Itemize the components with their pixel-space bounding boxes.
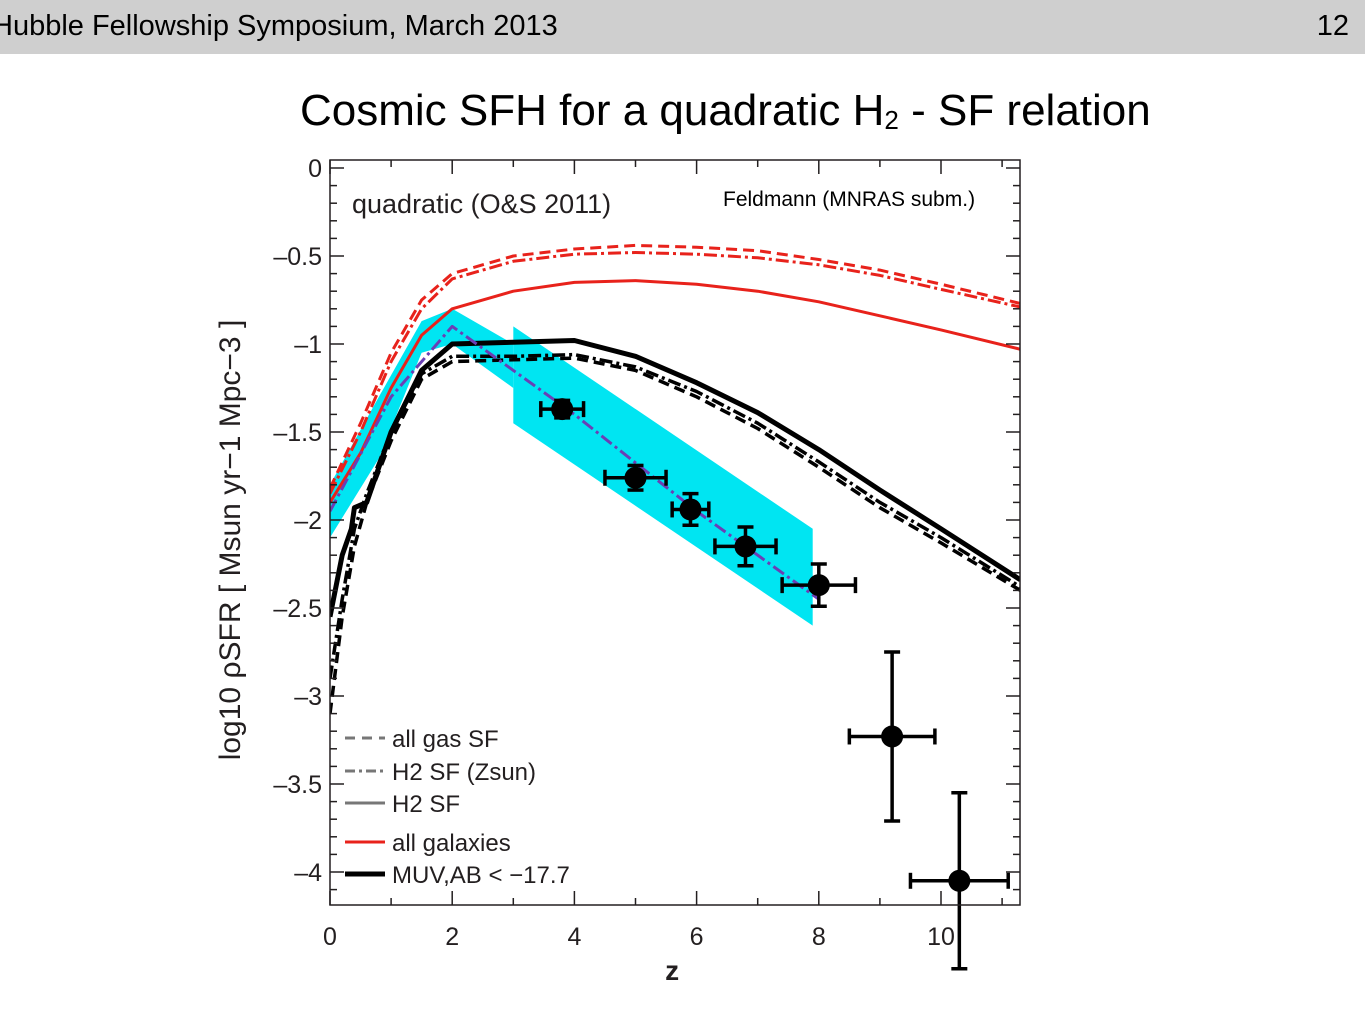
series-line-5 xyxy=(330,338,1020,618)
header-title: Hubble Fellowship Symposium, March 2013 xyxy=(0,10,558,42)
series-line-1 xyxy=(330,251,1020,495)
x-tick-label: 2 xyxy=(445,923,459,951)
data-point-marker-0 xyxy=(551,398,574,421)
panel-label: quadratic (O&S 2011) xyxy=(352,189,611,219)
y-tick-label: –1 xyxy=(294,331,322,359)
legend-label-2: H2 SF xyxy=(392,791,460,818)
slide-title-rest: - SF relation xyxy=(898,86,1151,135)
data-point-marker-6 xyxy=(948,869,971,892)
y-tick-label: –3 xyxy=(294,683,322,711)
data-point-marker-4 xyxy=(807,574,830,597)
data-point-marker-1 xyxy=(624,466,647,489)
series-line-2 xyxy=(330,279,1020,504)
y-tick-label: 0 xyxy=(308,155,322,183)
data-point-marker-2 xyxy=(679,498,702,521)
y-tick-label: –1.5 xyxy=(273,419,322,447)
x-tick-label: 4 xyxy=(567,923,581,951)
data-point-marker-5 xyxy=(881,725,904,748)
slide-title-subscript: 2 xyxy=(884,105,899,135)
slide-title-main: Cosmic SFH for a quadratic H xyxy=(300,86,885,135)
series-line-0 xyxy=(330,243,1020,489)
x-tick-label: 8 xyxy=(812,923,826,951)
series-line-6 xyxy=(330,324,820,601)
data-point-marker-3 xyxy=(734,535,757,558)
x-tick-label: 10 xyxy=(927,923,955,951)
series-group xyxy=(330,243,1020,714)
y-axis-label: log10 ρSFR [ Msun yr−1 Mpc−3 ] xyxy=(214,320,247,761)
x-tick-label: 0 xyxy=(323,923,337,951)
legend-label-3: all galaxies xyxy=(392,830,511,857)
plot-frame xyxy=(329,159,1021,906)
citation-label: Feldmann (MNRAS subm.) xyxy=(723,188,975,211)
series-line-3 xyxy=(330,356,1020,714)
x-tick-label: 6 xyxy=(690,923,704,951)
y-tick-label: –4 xyxy=(294,859,322,887)
legend-label-4: MUV,AB < −17.7 xyxy=(392,862,570,889)
y-tick-label: –3.5 xyxy=(273,771,322,799)
legend-label-0: all gas SF xyxy=(392,726,499,753)
y-tick-label: –2.5 xyxy=(273,595,322,623)
slide-title: Cosmic SFH for a quadratic H2 - SF relat… xyxy=(300,86,1151,136)
slide-header-bar: Hubble Fellowship Symposium, March 2013 … xyxy=(0,0,1365,54)
series-line-4 xyxy=(330,352,1020,679)
x-axis-label: z xyxy=(665,955,679,986)
legend-label-1: H2 SF (Zsun) xyxy=(392,759,536,786)
observational-band-0 xyxy=(330,308,514,538)
y-tick-label: –2 xyxy=(294,507,322,535)
slide-number: 12 xyxy=(1316,10,1349,42)
observational-band-1 xyxy=(513,326,813,626)
y-tick-label: –0.5 xyxy=(273,243,322,271)
